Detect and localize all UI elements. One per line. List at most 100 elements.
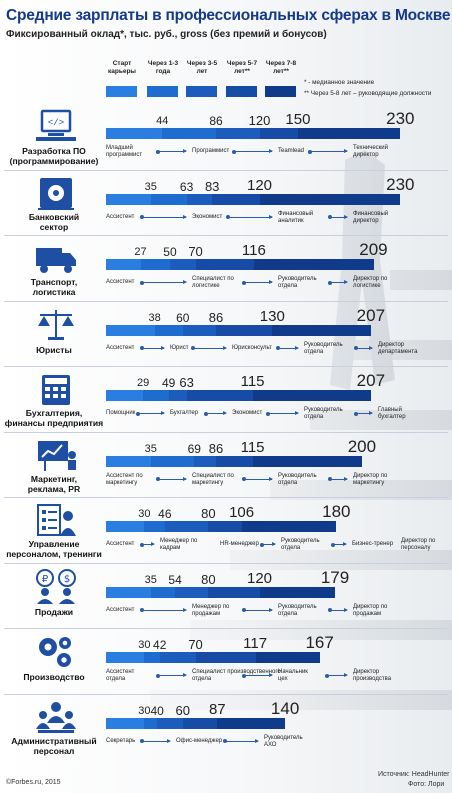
salary-value-label: 86 bbox=[208, 440, 224, 456]
career-arrow bbox=[275, 345, 300, 350]
salary-bar-segment bbox=[241, 521, 337, 532]
sector-label: Административный персонал bbox=[11, 735, 97, 756]
salary-bar-segment bbox=[106, 717, 145, 729]
salary-value-label: 70 bbox=[188, 244, 203, 259]
position-label: Специалист по маркетингу bbox=[192, 472, 234, 486]
career-arrow bbox=[328, 607, 348, 612]
career-arrow bbox=[139, 738, 172, 743]
position-label: Руководитель отдела bbox=[304, 407, 343, 420]
row-separator bbox=[4, 300, 448, 302]
sector-label: Транспорт, логистика bbox=[30, 277, 78, 297]
salary-value-label: 35 bbox=[144, 180, 157, 193]
career-arrow bbox=[156, 673, 187, 678]
salary-value-label: 115 bbox=[240, 373, 265, 390]
row-separator bbox=[4, 693, 448, 695]
page-title: Средние зарплаты в профессиональных сфер… bbox=[6, 7, 451, 24]
position-label: Младший программист bbox=[106, 145, 143, 158]
career-arrow bbox=[156, 149, 187, 154]
salary-value-label: 140 bbox=[270, 698, 300, 718]
position-label: Специалист по логистике bbox=[192, 276, 234, 289]
salary-bar-segment bbox=[143, 390, 169, 401]
salary-value-label: 87 bbox=[208, 700, 226, 718]
salary-value-label: 29 bbox=[136, 377, 150, 389]
note-median: * - медианное значение bbox=[304, 79, 375, 86]
row-separator bbox=[4, 431, 448, 433]
salary-bar-segment bbox=[106, 586, 151, 598]
salary-bar-segment bbox=[154, 324, 183, 336]
salary-bar-segment bbox=[150, 455, 195, 467]
position-label: Бухгалтер bbox=[170, 410, 199, 416]
legend-swatch-0 bbox=[106, 86, 137, 97]
footer-copyright: ©Forbes.ru, 2015 bbox=[6, 779, 61, 786]
salary-bar-segment bbox=[182, 324, 217, 336]
career-arrow bbox=[156, 476, 187, 481]
salary-value-label: 86 bbox=[208, 309, 224, 325]
position-label: Директор по маркетингу bbox=[353, 472, 388, 486]
position-label: Финансовый директор bbox=[353, 210, 389, 224]
career-arrow bbox=[328, 214, 348, 219]
salary-value-label: 167 bbox=[305, 633, 334, 652]
svg-text:₽: ₽ bbox=[42, 574, 49, 585]
position-label: Экономист bbox=[232, 410, 263, 416]
position-label: Директор производства bbox=[353, 669, 392, 682]
salary-value-label: 46 bbox=[158, 507, 172, 521]
career-arrow bbox=[242, 476, 273, 481]
career-arrow bbox=[225, 214, 274, 219]
salary-bar-segment bbox=[144, 652, 160, 663]
salary-bar-segment bbox=[106, 324, 155, 336]
career-arrow bbox=[136, 411, 165, 416]
scales-icon bbox=[34, 306, 78, 342]
salary-bar-segment bbox=[195, 652, 256, 663]
position-label: Руководитель отдела bbox=[278, 276, 317, 289]
salary-value-label: 106 bbox=[229, 504, 255, 521]
career-arrow bbox=[328, 476, 348, 481]
salary-bar-segment bbox=[170, 259, 196, 270]
salary-value-label: 117 bbox=[243, 635, 268, 652]
salary-bar-segment bbox=[168, 390, 187, 401]
position-label: Юрисконсульт bbox=[232, 344, 272, 351]
presentation-board-icon bbox=[34, 437, 78, 473]
salary-bar-segment bbox=[164, 521, 209, 532]
career-arrow bbox=[324, 673, 349, 678]
salary-bar-segment bbox=[106, 521, 145, 532]
salary-bar-segment bbox=[217, 717, 286, 729]
salary-bar-segment bbox=[255, 652, 320, 663]
position-label: Ассистент bbox=[106, 606, 135, 613]
salary-value-label: 230 bbox=[386, 109, 415, 128]
career-arrow bbox=[203, 411, 228, 416]
position-label: Руководитель отдела bbox=[304, 341, 343, 355]
position-label: Ассистент bbox=[106, 213, 135, 220]
position-label: Ассистент bbox=[106, 344, 135, 351]
salary-bar-segment bbox=[272, 324, 371, 336]
sector-label: Производство bbox=[23, 672, 85, 682]
legend-swatch-3 bbox=[226, 86, 257, 97]
salary-value-label: 30 bbox=[138, 508, 151, 520]
salary-value-label: 120 bbox=[248, 113, 271, 128]
position-label: Руководитель отдела bbox=[281, 538, 320, 551]
salary-bar-segment bbox=[140, 259, 170, 270]
salary-bar-segment bbox=[259, 586, 336, 598]
salary-bar-segment bbox=[253, 390, 371, 401]
legend-swatch-1 bbox=[147, 86, 178, 97]
position-label: Директор по персоналу bbox=[401, 538, 436, 551]
career-arrow bbox=[139, 280, 188, 285]
salary-value-label: 116 bbox=[241, 242, 266, 259]
bank-safe-icon bbox=[34, 175, 78, 211]
salary-value-label: 120 bbox=[247, 569, 273, 587]
position-label: Офис-менеджер bbox=[176, 737, 223, 744]
salary-value-label: 60 bbox=[176, 310, 190, 325]
gears-icon bbox=[34, 633, 78, 669]
position-label: Экономист bbox=[192, 213, 223, 220]
calculator-icon bbox=[34, 371, 78, 407]
salary-value-label: 80 bbox=[201, 571, 216, 587]
legend-label-1: Через 1-3 года bbox=[147, 60, 179, 75]
position-label: Помощник bbox=[106, 410, 136, 416]
salary-value-label: 40 bbox=[150, 703, 164, 718]
position-label: Директор департамента bbox=[378, 341, 418, 355]
legend-swatch-2 bbox=[186, 86, 217, 97]
salary-value-label: 70 bbox=[188, 637, 203, 652]
salary-bar-segment bbox=[144, 717, 158, 729]
career-arrow bbox=[232, 149, 273, 154]
position-label: Ассистент bbox=[106, 541, 135, 547]
career-arrow bbox=[222, 738, 260, 743]
